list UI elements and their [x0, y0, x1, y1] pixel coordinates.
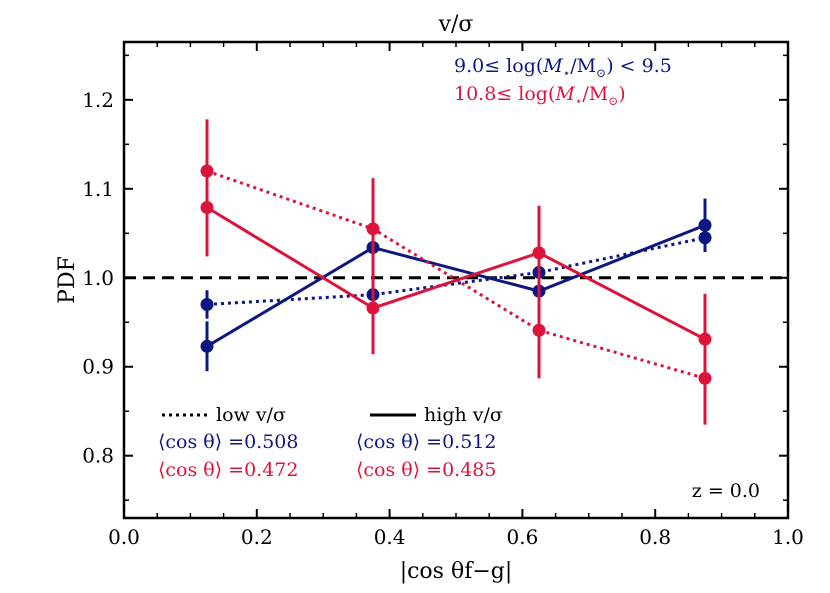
data-point: [698, 218, 712, 232]
y-ticks: 0.8 0.9 1.0 1.1 1.2: [82, 54, 788, 501]
data-point: [200, 297, 214, 311]
series-2: [200, 119, 712, 425]
series-line: [206, 236, 706, 306]
data-point: [532, 246, 546, 260]
series-layer: [200, 119, 712, 425]
data-point: [366, 222, 380, 236]
legend-low-mean-highmass: ⟨cos θ⟩ =0.472: [158, 459, 299, 481]
y-tick-label: 1.2: [82, 88, 114, 112]
legend-low-mean-lowmass: ⟨cos θ⟩ =0.508: [158, 431, 299, 453]
x-tick-label: 0.4: [374, 525, 406, 549]
x-axis-label: |cos θf−g|: [400, 559, 513, 584]
legend-high-mean-lowmass: ⟨cos θ⟩ =0.512: [356, 431, 497, 453]
legend: low v/σ high v/σ ⟨cos θ⟩ =0.508 ⟨cos θ⟩ …: [158, 404, 503, 481]
series-1: [200, 198, 712, 372]
data-point: [200, 339, 214, 353]
y-tick-label: 0.8: [82, 444, 114, 468]
x-tick-label: 0.0: [108, 525, 140, 549]
data-point: [698, 332, 712, 346]
legend-high-mean-highmass: ⟨cos θ⟩ =0.485: [356, 459, 497, 481]
x-tick-label: 0.2: [241, 525, 273, 549]
legend-low-label: low v/σ: [216, 404, 286, 426]
y-tick-label: 1.0: [82, 266, 114, 290]
redshift-label: z = 0.0: [692, 480, 760, 502]
data-point: [366, 301, 380, 315]
x-ticks: 0.0 0.2 0.4 0.6 0.8 1.0: [108, 42, 804, 549]
series-3: [200, 158, 712, 385]
mass-bin-low: 9.0≤ log(M⋆/M⊙) < 9.5: [454, 55, 672, 80]
chart-title: v/σ: [438, 12, 474, 37]
mass-bin-high: 10.8≤ log(M⋆/M⊙): [454, 83, 626, 108]
x-tick-label: 0.6: [506, 525, 538, 549]
series-line: [206, 206, 706, 341]
y-axis-label: PDF: [55, 256, 80, 304]
data-point: [200, 200, 214, 214]
x-tick-label: 0.8: [639, 525, 671, 549]
series-line: [206, 223, 706, 348]
y-tick-label: 1.1: [82, 177, 114, 201]
x-tick-label: 1.0: [772, 525, 804, 549]
legend-high-label: high v/σ: [424, 404, 503, 426]
y-tick-label: 0.9: [82, 355, 114, 379]
series-line: [206, 169, 706, 380]
data-point: [532, 323, 546, 337]
